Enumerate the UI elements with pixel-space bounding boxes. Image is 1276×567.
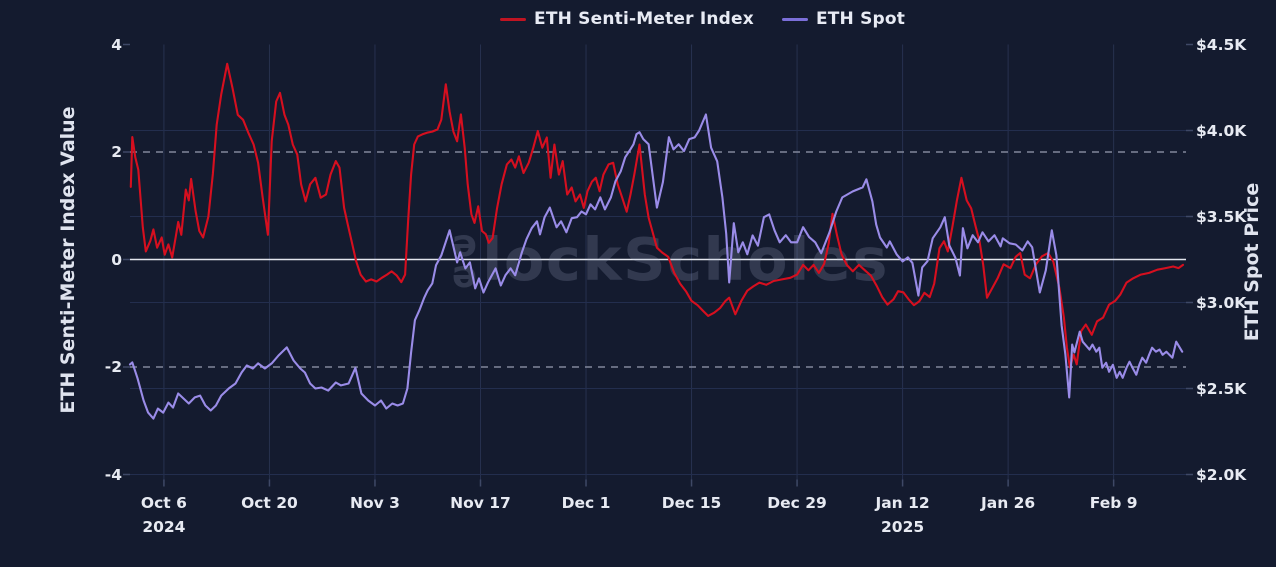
chart-legend: ETH Senti-Meter Index ETH Spot [500,9,905,29]
series-line-eth-senti-meter-index [129,62,1185,369]
series-line-eth-spot [128,113,1184,420]
legend-item-eth-spot[interactable]: ETH Spot [781,9,906,29]
legend-label: ETH Spot [815,9,906,29]
right-axis-title: ETH Spot Price [1241,182,1263,342]
left-axis-title: ETH Senti-Meter Index Value [57,106,79,414]
senti-meter-line-swatch-icon [500,17,526,21]
legend-item-senti-meter[interactable]: ETH Senti-Meter Index [500,9,754,29]
legend-label: ETH Senti-Meter Index [534,9,754,29]
eth-spot-line-swatch-icon [781,17,808,21]
